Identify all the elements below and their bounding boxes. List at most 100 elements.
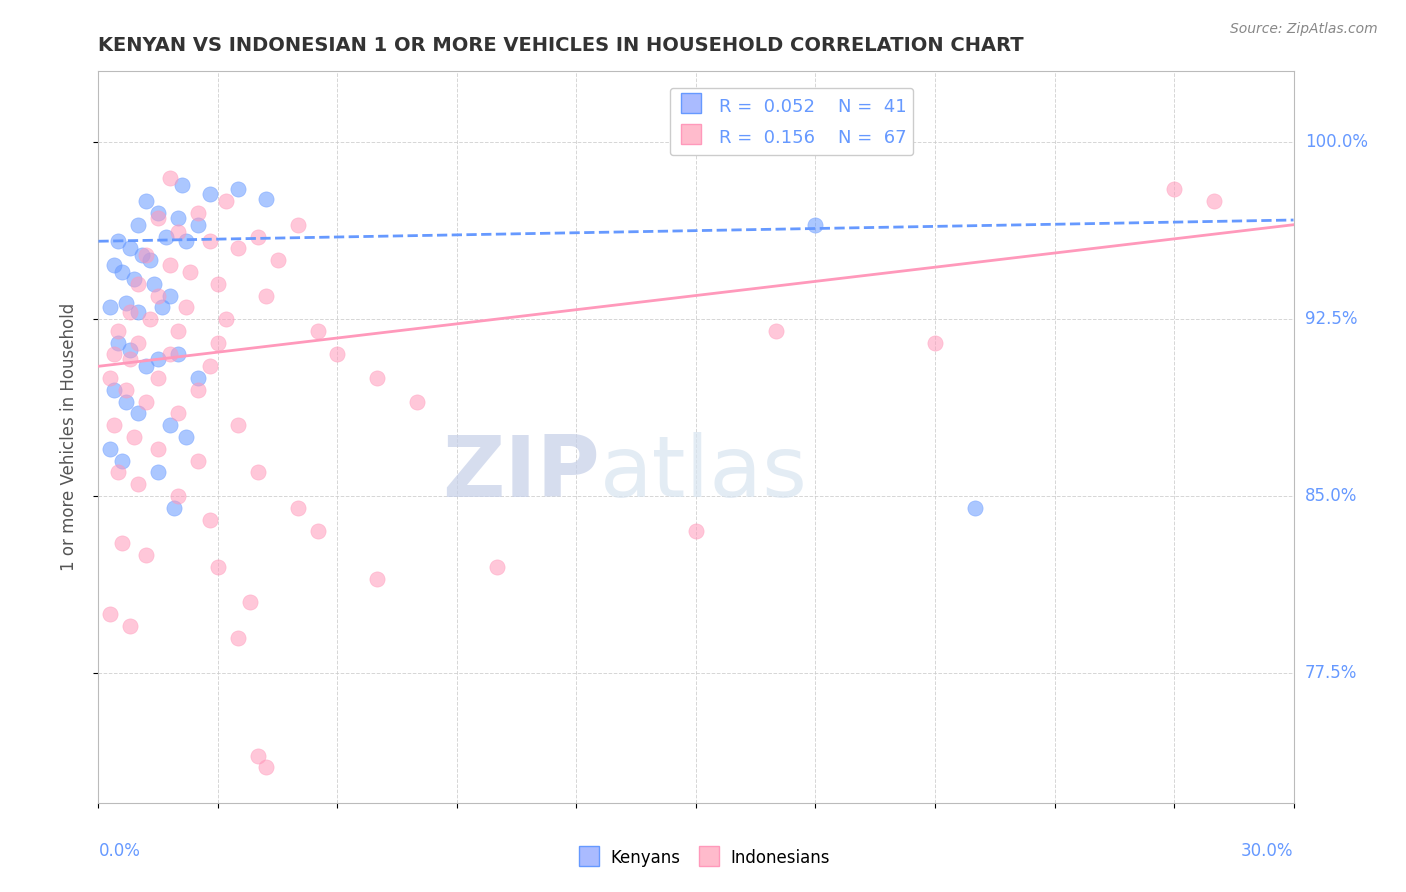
- Text: 92.5%: 92.5%: [1305, 310, 1357, 328]
- Point: [254, 192, 277, 206]
- Legend: Kenyans, Indonesians: Kenyans, Indonesians: [569, 841, 837, 875]
- Point: [485, 559, 508, 574]
- Point: [246, 466, 269, 480]
- Point: [148, 288, 170, 302]
- Point: [159, 418, 181, 433]
- Point: [187, 218, 209, 232]
- Point: [167, 211, 190, 225]
- Point: [135, 194, 157, 208]
- Point: [163, 500, 186, 515]
- Text: Source: ZipAtlas.com: Source: ZipAtlas.com: [1230, 22, 1378, 37]
- Point: [127, 407, 149, 421]
- Point: [215, 194, 238, 208]
- Point: [207, 335, 229, 350]
- Point: [246, 748, 269, 763]
- Point: [172, 178, 194, 192]
- Point: [115, 295, 138, 310]
- Point: [307, 524, 329, 539]
- Point: [187, 383, 209, 397]
- Point: [1202, 194, 1225, 208]
- Point: [198, 359, 221, 374]
- Point: [107, 335, 129, 350]
- Y-axis label: 1 or more Vehicles in Household: 1 or more Vehicles in Household: [59, 303, 77, 571]
- Point: [226, 631, 249, 645]
- Point: [167, 225, 190, 239]
- Point: [127, 477, 149, 491]
- Text: 100.0%: 100.0%: [1305, 133, 1368, 151]
- Point: [207, 277, 229, 291]
- Point: [98, 371, 122, 385]
- Point: [107, 234, 129, 248]
- Point: [135, 394, 157, 409]
- Point: [187, 371, 209, 385]
- Point: [1163, 182, 1185, 196]
- Point: [103, 258, 125, 272]
- Point: [239, 595, 262, 609]
- Point: [167, 489, 190, 503]
- Point: [963, 500, 986, 515]
- Point: [124, 272, 146, 286]
- Point: [148, 442, 170, 456]
- Point: [150, 301, 173, 315]
- Point: [120, 352, 142, 367]
- Point: [107, 324, 129, 338]
- Point: [135, 359, 157, 374]
- Point: [215, 312, 238, 326]
- Point: [115, 394, 138, 409]
- Point: [120, 619, 142, 633]
- Point: [159, 170, 181, 185]
- Point: [111, 536, 134, 550]
- Point: [198, 234, 221, 248]
- Point: [107, 466, 129, 480]
- Point: [187, 453, 209, 467]
- Point: [287, 500, 309, 515]
- Point: [167, 347, 190, 361]
- Point: [148, 211, 170, 225]
- Point: [120, 305, 142, 319]
- Point: [804, 218, 827, 232]
- Text: 77.5%: 77.5%: [1305, 664, 1357, 682]
- Point: [406, 394, 429, 409]
- Point: [124, 430, 146, 444]
- Point: [187, 206, 209, 220]
- Point: [287, 218, 309, 232]
- Point: [148, 371, 170, 385]
- Point: [127, 335, 149, 350]
- Point: [167, 324, 190, 338]
- Point: [366, 572, 388, 586]
- Text: ZIP: ZIP: [443, 432, 600, 516]
- Point: [174, 234, 197, 248]
- Point: [226, 241, 249, 255]
- Point: [246, 229, 269, 244]
- Point: [139, 312, 162, 326]
- Point: [115, 383, 138, 397]
- Point: [98, 301, 122, 315]
- Point: [103, 383, 125, 397]
- Point: [135, 548, 157, 562]
- Point: [765, 324, 787, 338]
- Point: [120, 343, 142, 357]
- Point: [924, 335, 946, 350]
- Point: [254, 760, 277, 774]
- Text: atlas: atlas: [600, 432, 808, 516]
- Legend: R =  0.052    N =  41, R =  0.156    N =  67: R = 0.052 N = 41, R = 0.156 N = 67: [669, 87, 914, 155]
- Text: 85.0%: 85.0%: [1305, 487, 1357, 505]
- Point: [98, 607, 122, 621]
- Point: [174, 301, 197, 315]
- Point: [131, 248, 153, 262]
- Point: [98, 442, 122, 456]
- Point: [159, 288, 181, 302]
- Text: 30.0%: 30.0%: [1241, 842, 1294, 860]
- Point: [207, 559, 229, 574]
- Point: [159, 258, 181, 272]
- Point: [685, 524, 707, 539]
- Point: [143, 277, 166, 291]
- Point: [254, 288, 277, 302]
- Point: [148, 466, 170, 480]
- Point: [198, 513, 221, 527]
- Point: [127, 277, 149, 291]
- Point: [148, 352, 170, 367]
- Point: [226, 182, 249, 196]
- Point: [167, 407, 190, 421]
- Point: [366, 371, 388, 385]
